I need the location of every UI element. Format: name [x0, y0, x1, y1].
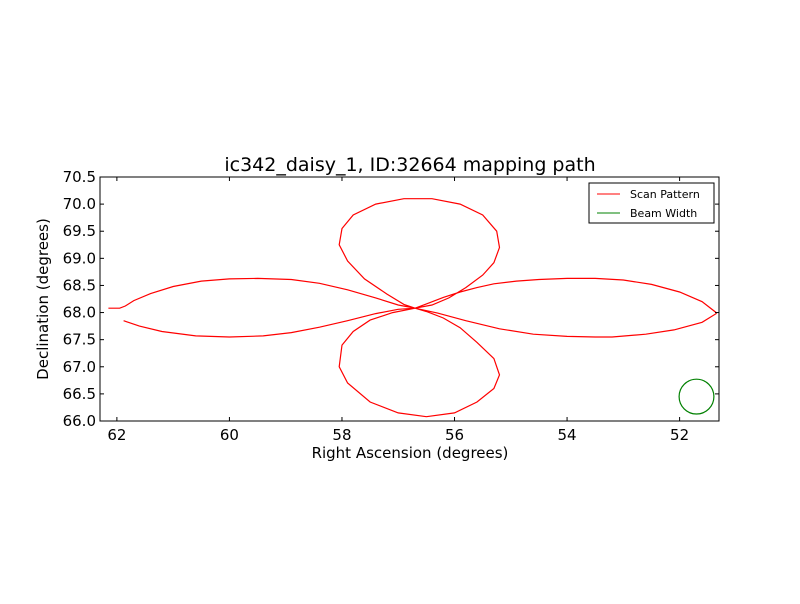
y-tick-label: 70.0 [63, 195, 96, 213]
x-tick-label: 58 [332, 426, 351, 444]
y-tick-label: 68.5 [63, 276, 96, 294]
y-tick-label: 67.5 [63, 331, 96, 349]
y-tick-label: 69.0 [63, 249, 96, 267]
y-axis: 66.0 66.5 67.0 67.5 68.0 68.5 69.0 69.5 70.0 70.5 [63, 168, 719, 430]
x-tick-label: 56 [445, 426, 464, 444]
y-axis-label: Declination (degrees) [34, 218, 52, 380]
chart-title: ic342_daisy_1, ID:32664 mapping path [224, 154, 595, 176]
x-tick-label: 52 [670, 426, 689, 444]
y-tick-label: 68.0 [63, 304, 96, 322]
x-tick-label: 60 [220, 426, 239, 444]
y-tick-label: 66.5 [63, 385, 96, 403]
x-axis: 62 60 58 56 54 52 [107, 177, 689, 444]
y-tick-label: 66.0 [63, 412, 96, 430]
x-axis-label: Right Ascension (degrees) [312, 444, 509, 462]
beam-width-circle [678, 378, 715, 415]
plot-frame [99, 176, 720, 422]
y-tick-label: 67.0 [63, 358, 96, 376]
scan-pattern-line [108, 198, 717, 418]
y-tick-label: 70.5 [63, 168, 96, 186]
y-tick-label: 69.5 [63, 222, 96, 240]
legend-label-beam-width: Beam Width [630, 207, 697, 220]
legend: Scan Pattern Beam Width [588, 182, 715, 224]
x-tick-label: 62 [107, 426, 126, 444]
legend-label-scan-pattern: Scan Pattern [630, 188, 700, 201]
x-tick-label: 54 [558, 426, 577, 444]
legend-box [588, 182, 715, 224]
